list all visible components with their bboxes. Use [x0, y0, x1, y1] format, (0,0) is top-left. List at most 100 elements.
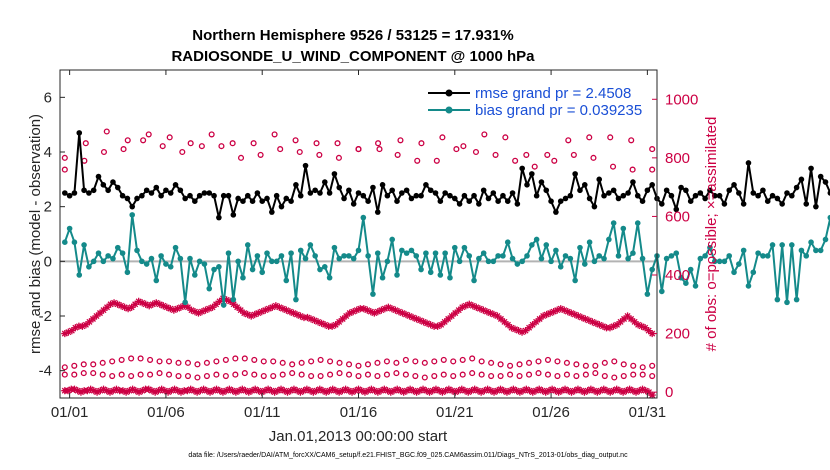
rmse-point [326, 190, 333, 196]
rmse-point [244, 192, 251, 199]
rmse-point [586, 195, 593, 202]
bias-point [538, 255, 545, 262]
obs-assimilated-marker [571, 310, 579, 319]
rmse-point [798, 176, 805, 183]
rmse-point [774, 195, 781, 202]
obs-possible-marker [433, 157, 440, 164]
obs-possible-marker [61, 364, 68, 371]
bias-point [423, 250, 429, 256]
obs-possible-marker [355, 372, 362, 380]
obs-possible-marker [316, 151, 323, 158]
x-tick-label: 01/01 [51, 404, 89, 421]
obs-possible-marker [251, 356, 258, 363]
obs-assimilated-marker [567, 309, 575, 317]
obs-possible-marker [469, 370, 476, 377]
obs-assimilated-marker [483, 308, 491, 316]
obs-possible-marker [488, 359, 495, 366]
obs-possible-marker [336, 359, 343, 366]
obs-assimilated-marker [161, 387, 169, 395]
bias-point [456, 258, 463, 265]
obs-assimilated-marker [486, 309, 494, 317]
rmse-point [153, 184, 160, 191]
rmse-point [692, 192, 699, 199]
bias-point [418, 266, 424, 273]
rmse-point [293, 182, 299, 188]
rmse-point [504, 198, 511, 204]
obs-possible-marker [649, 146, 656, 153]
bias-point [581, 261, 588, 267]
obs-assimilated-marker [427, 321, 435, 329]
rmse-point [100, 182, 107, 188]
rmse-point [764, 198, 771, 204]
obs-assimilated-marker [119, 387, 127, 395]
obs-assimilated-marker [132, 387, 140, 395]
obs-assimilated-marker [437, 321, 445, 329]
obs-assimilated-marker [581, 315, 589, 323]
obs-possible-marker [128, 372, 135, 380]
obs-possible-marker [103, 128, 110, 135]
bias-point [644, 291, 651, 297]
obs-assimilated-marker [613, 321, 621, 329]
obs-possible-marker [71, 371, 78, 378]
obs-possible-marker [232, 371, 239, 378]
obs-assimilated-marker [233, 303, 241, 311]
bias-point [297, 247, 304, 254]
rmse-point [167, 190, 174, 196]
obs-assimilated-marker [383, 387, 392, 395]
bias-point [317, 266, 323, 273]
obs-possible-marker [601, 359, 608, 366]
obs-assimilated-marker [522, 385, 530, 393]
obs-possible-marker [257, 151, 264, 158]
obs-assimilated-marker [532, 318, 540, 326]
obs-assimilated-marker [99, 385, 108, 393]
obs-assimilated-marker [71, 324, 79, 332]
rmse-point [649, 182, 655, 188]
obs-possible-marker [364, 371, 372, 378]
obs-assimilated-marker [448, 312, 456, 320]
obs-assimilated-marker [548, 385, 556, 393]
rmse-point [413, 192, 420, 199]
bias-point [659, 288, 665, 295]
rmse-point [485, 195, 492, 202]
obs-assimilated-marker [490, 388, 498, 396]
obs-assimilated-marker [525, 324, 533, 332]
obs-possible-marker [507, 371, 514, 378]
rmse-point [143, 187, 150, 194]
rmse-point [365, 198, 371, 204]
rmse-point [471, 192, 477, 199]
obs-assimilated-marker [187, 306, 196, 314]
bias-point [601, 255, 607, 262]
x-tick-label: 01/26 [532, 404, 570, 421]
bias-point [321, 264, 328, 270]
rmse-point [66, 192, 73, 199]
rmse-point [403, 187, 410, 194]
obs-assimilated-marker [560, 306, 568, 314]
obs-assimilated-marker [103, 303, 111, 311]
obs-assimilated-marker [164, 388, 172, 396]
chart-title: Northern Hemisphere 9526 / 53125 = 17.93… [192, 27, 513, 44]
obs-assimilated-marker [316, 385, 324, 393]
obs-possible-marker [450, 358, 457, 365]
bias-point [283, 277, 290, 284]
obs-assimilated-marker [596, 387, 605, 395]
obs-assimilated-marker [606, 388, 614, 396]
obs-assimilated-marker [275, 303, 283, 311]
obs-assimilated-marker [112, 385, 121, 393]
obs-assimilated-marker [398, 309, 407, 317]
bias-point [673, 250, 680, 256]
obs-possible-marker [459, 371, 466, 378]
bias-point [326, 274, 333, 281]
obs-assimilated-marker [261, 387, 269, 395]
obs-possible-marker [198, 143, 205, 150]
obs-assimilated-marker [251, 310, 259, 319]
obs-assimilated-marker [363, 306, 371, 314]
obs-assimilated-marker [251, 385, 259, 393]
rmse-point [480, 187, 487, 194]
obs-assimilated-marker [454, 387, 463, 395]
rmse-point [437, 198, 444, 204]
y-tick-label: 4 [44, 144, 52, 161]
obs-assimilated-marker [325, 387, 334, 395]
rmse-point [105, 187, 111, 194]
rmse-point [177, 187, 184, 194]
obs-possible-marker [187, 140, 194, 147]
